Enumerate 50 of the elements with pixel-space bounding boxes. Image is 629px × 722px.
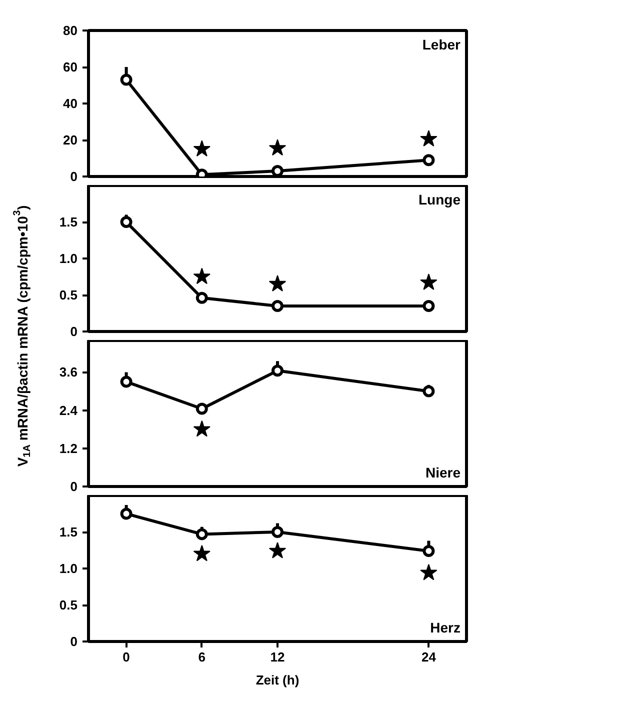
text: Niere [425,464,461,480]
y-tick-label: 1.2 [59,440,78,456]
point [268,139,286,156]
y-tick-label: 0 [70,324,78,339]
point [120,508,132,520]
y-tick-label: 1.0 [59,251,78,266]
point [420,274,438,290]
point [193,420,210,437]
y-tick-label: 0 [70,634,78,649]
point [196,402,208,415]
y-tick-label: 0.5 [59,598,78,612]
y-tick-label: 3.6 [59,364,78,380]
point [193,140,210,156]
y-tick-label: 1.0 [59,561,78,576]
point [422,300,435,312]
point [193,268,210,284]
chart-title: Lunge [418,192,461,208]
point [120,74,132,86]
y-tick-label: 20 [63,132,78,148]
y-tick-label: 1.5 [59,214,78,230]
y-axis-title: V1A mRNA/βactin mRNA (cpm/cpm•103) [12,205,33,467]
x-tick-label: 6 [198,650,206,664]
point [196,292,208,304]
x-tick-label: 12 [270,650,285,664]
point [272,300,284,312]
x-tick-label: 0 [122,650,130,664]
point [193,544,210,562]
point [196,528,208,540]
point [422,544,435,557]
y-tick-label: 1.5 [59,524,78,540]
point [420,130,438,146]
text: Herz [430,620,461,636]
point [272,364,284,377]
x-axis-title: Zeit (h) [256,672,300,688]
point [272,526,284,538]
point [420,564,438,580]
point [268,542,286,558]
y-tick-label: 0 [70,479,78,494]
y-tick-label: 2.4 [59,402,78,418]
point [268,275,286,292]
point [272,165,284,176]
y-tick-label: 0 [70,169,78,184]
chart-title: Leber [422,36,462,52]
y-tick-label: 80 [63,23,78,38]
y-tick-label: 0.5 [59,288,78,302]
y-tick-label: 60 [63,60,78,74]
y-tick-label: 40 [63,96,78,111]
x-tick-label: 24 [421,650,437,664]
point [120,376,132,388]
point [422,154,435,166]
